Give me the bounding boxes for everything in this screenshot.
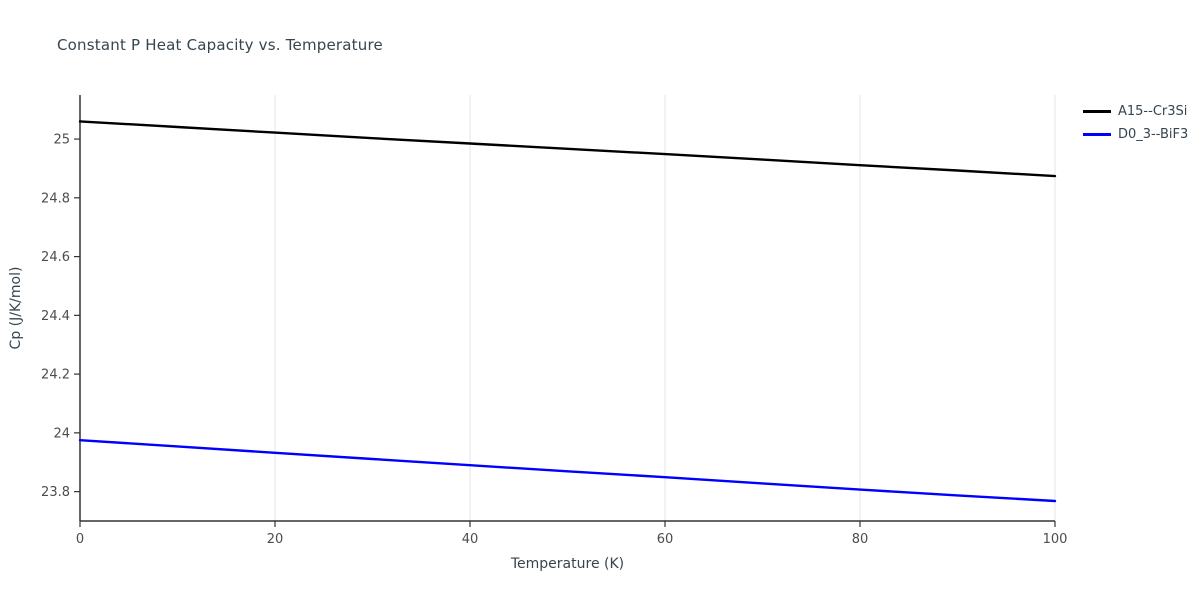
y-tick-label: 24.2 <box>41 368 70 383</box>
legend-label: A15--Cr3Si <box>1118 103 1188 119</box>
legend-item: A15--Cr3Si <box>1083 103 1188 119</box>
x-axis-label: Temperature (K) <box>510 556 625 572</box>
legend: A15--Cr3Si D0_3--BiF3 <box>1083 103 1188 142</box>
y-tick-label: 25 <box>53 133 70 148</box>
y-axis-label: Cp (J/K/mol) <box>8 266 24 350</box>
y-tick-label: 24 <box>53 426 70 441</box>
y-tick-label: 23.8 <box>41 485 70 500</box>
x-tick-label: 0 <box>76 532 84 547</box>
x-tick-label: 100 <box>1043 532 1068 547</box>
x-tick-label: 80 <box>852 532 869 547</box>
x-tick-label: 60 <box>657 532 674 547</box>
legend-line-swatch <box>1083 109 1111 113</box>
y-tick-label: 24.6 <box>41 250 70 265</box>
chart-title: Constant P Heat Capacity vs. Temperature <box>57 36 383 54</box>
legend-label: D0_3--BiF3 <box>1118 126 1189 142</box>
series-line-D0_3--BiF3 <box>78 439 1057 503</box>
y-tick-label: 24.8 <box>41 191 70 206</box>
legend-line-swatch <box>1083 132 1111 136</box>
x-tick-label: 20 <box>267 532 284 547</box>
series-line-A15--Cr3Si <box>78 120 1057 178</box>
legend-item: D0_3--BiF3 <box>1083 126 1188 142</box>
y-tick-label: 24.4 <box>41 309 70 324</box>
x-tick-label: 40 <box>462 532 479 547</box>
